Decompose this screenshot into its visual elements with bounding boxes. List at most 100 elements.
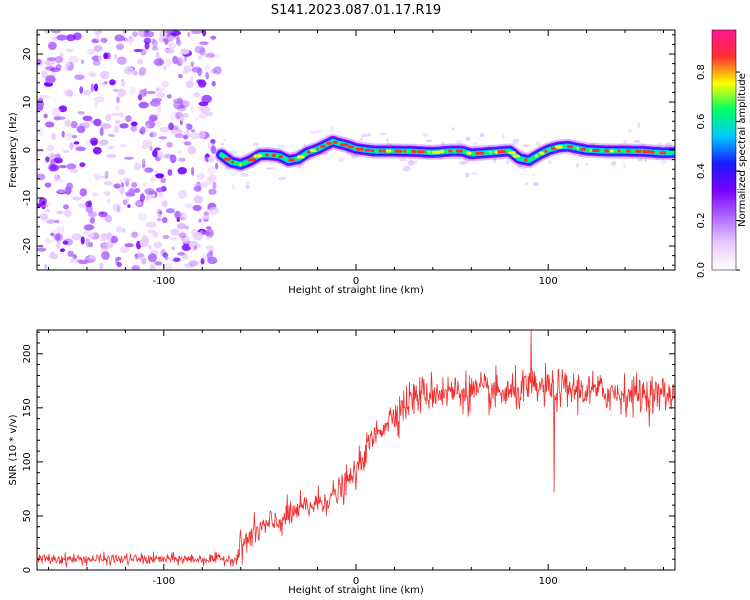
signal-peak	[534, 154, 539, 158]
noise-blob	[190, 61, 195, 68]
signal-peak	[659, 151, 666, 155]
noise-blob	[155, 91, 166, 99]
noise-blob	[195, 243, 202, 249]
noise-blob	[64, 119, 72, 127]
noise-blob	[87, 71, 96, 78]
colorbar-strip	[711, 29, 737, 271]
noise-blob	[78, 259, 89, 265]
noise-blob	[176, 105, 187, 112]
noise-blob	[51, 107, 62, 117]
signal-peak	[567, 145, 573, 149]
noise-blob	[149, 145, 153, 151]
noise-blob	[194, 117, 199, 121]
noise-blob	[141, 236, 150, 245]
noise-blob	[163, 65, 167, 71]
speckle	[532, 182, 539, 187]
noise-blob	[177, 252, 186, 256]
noise-blob	[129, 86, 136, 96]
noise-blob	[113, 183, 121, 189]
noise-blob	[181, 243, 192, 251]
noise-blob	[92, 146, 102, 155]
noise-blob	[205, 245, 214, 251]
noise-blob	[197, 55, 202, 61]
noise-blob	[169, 154, 177, 164]
noise-blob	[59, 248, 66, 252]
noise-blob	[175, 35, 181, 45]
noise-blob	[186, 123, 193, 130]
axis-ticks-bottom: -100 0 100 0 50 100 150 200	[22, 330, 675, 587]
noise-blob	[149, 131, 157, 138]
colorbar-tick-label: 0.6	[696, 114, 707, 130]
y-tick-label: 0	[22, 147, 33, 153]
noise-blob	[130, 121, 138, 127]
x-axis-label-top: Height of straight line (km)	[288, 285, 424, 296]
noise-blob	[92, 60, 101, 66]
noise-blob	[100, 71, 110, 80]
signal-peak	[427, 150, 431, 154]
noise-blob	[134, 253, 138, 260]
signal-peak	[326, 141, 332, 145]
noise-blob	[160, 177, 167, 184]
speckle	[471, 172, 479, 175]
noise-blob	[83, 224, 95, 231]
noise-blob	[89, 72, 97, 78]
speckle	[451, 127, 455, 131]
y-tick-label: 20	[22, 48, 33, 61]
noise-blob	[99, 175, 108, 179]
noise-blob	[116, 96, 120, 104]
noise-blob	[165, 58, 172, 67]
noise-blob	[203, 65, 210, 71]
signal-peak	[332, 140, 338, 144]
noise-blob	[63, 132, 74, 141]
noise-blob	[209, 138, 216, 144]
noise-blob	[93, 173, 101, 181]
noise-blob	[51, 132, 57, 141]
signal-peak	[439, 150, 445, 154]
noise-blob	[172, 257, 181, 262]
x-axis-label-bottom: Height of straight line (km)	[288, 585, 424, 596]
noise-blob	[133, 200, 142, 208]
noise-blob	[44, 264, 48, 270]
noise-blob	[146, 229, 156, 234]
noise-blob	[68, 55, 79, 64]
noise-blob	[160, 81, 169, 88]
y-tick-label: -10	[22, 190, 33, 206]
signal-peak	[231, 160, 234, 164]
noise-blob	[181, 113, 189, 118]
noise-blob	[178, 157, 186, 162]
noise-blob	[64, 210, 71, 217]
speckle	[480, 133, 485, 138]
noise-blob	[119, 144, 128, 148]
speckle	[278, 176, 287, 181]
noise-blob	[215, 162, 219, 170]
noise-blob	[105, 241, 114, 249]
speckle	[379, 132, 387, 136]
speckle	[414, 159, 418, 166]
speckle	[465, 172, 470, 178]
speckle	[656, 142, 663, 148]
noise-blob	[98, 262, 104, 270]
noise-blob	[103, 52, 109, 59]
noise-blob	[67, 250, 74, 257]
noise-blob	[115, 225, 123, 233]
noise-blob	[205, 72, 210, 80]
noise-blob	[49, 152, 55, 161]
colorbar-label: Normalized spectral amplitude	[737, 73, 748, 227]
noise-blob	[99, 139, 109, 146]
speckle	[665, 142, 672, 148]
noise-blob	[198, 112, 208, 119]
speckle	[637, 122, 641, 128]
noise-blob	[55, 153, 61, 161]
noise-blob	[46, 219, 56, 224]
noise-blob	[69, 258, 79, 263]
noise-blob	[71, 144, 81, 148]
noise-blob	[148, 190, 154, 195]
signal-peak	[576, 146, 579, 150]
noise-blob	[199, 181, 209, 188]
noise-blob	[197, 106, 205, 111]
speckle	[506, 159, 510, 165]
noise-blob	[190, 245, 197, 252]
speckle	[633, 140, 641, 143]
y-tick-label: 50	[22, 510, 33, 523]
speckle	[519, 165, 527, 170]
